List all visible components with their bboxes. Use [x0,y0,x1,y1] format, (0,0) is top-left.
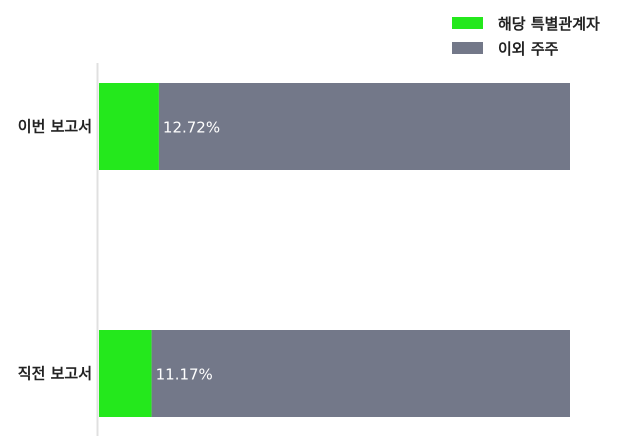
category-label: 직전 보고서 [18,365,92,383]
bar-segment [99,330,152,417]
legend-label: 해당 특별관계자 [498,15,600,33]
data-label: 11.17% [156,366,213,384]
legend-swatch [452,42,483,54]
bar-segment [99,83,159,170]
category-label: 이번 보고서 [18,118,92,136]
bar-segment [158,83,570,170]
data-label: 12.72% [163,119,220,137]
legend-swatch [452,17,483,29]
bar-segment [151,330,570,417]
legend-label: 이외 주주 [498,40,559,58]
